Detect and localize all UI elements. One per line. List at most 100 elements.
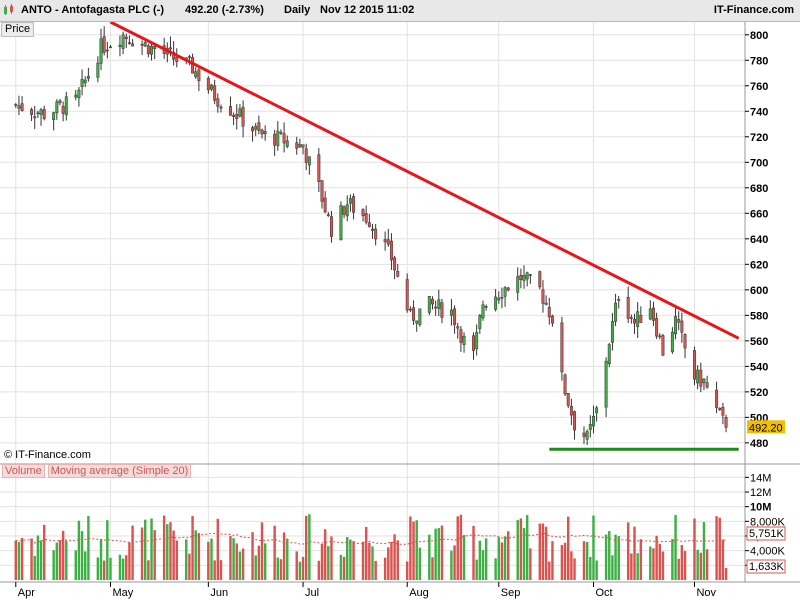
candle-body[interactable] (345, 204, 349, 217)
volume-bar[interactable] (437, 528, 441, 580)
candle-body[interactable] (58, 100, 62, 104)
candle-body[interactable] (83, 79, 87, 84)
volume-bar[interactable] (207, 541, 210, 580)
volume-bar[interactable] (525, 515, 529, 580)
volume-bar[interactable] (30, 538, 33, 580)
volume-bar[interactable] (260, 522, 264, 580)
volume-bar[interactable] (636, 553, 639, 580)
candle-body[interactable] (440, 302, 444, 318)
candle-body[interactable] (194, 71, 198, 78)
candle-body[interactable] (140, 44, 144, 46)
candle-body[interactable] (614, 302, 618, 322)
volume-bar[interactable] (74, 550, 77, 580)
candle-body[interactable] (538, 271, 542, 288)
volume-bar[interactable] (522, 528, 526, 580)
volume-bar[interactable] (106, 520, 109, 580)
volume-bar[interactable] (630, 553, 633, 580)
candle-body[interactable] (718, 407, 722, 410)
candle-body[interactable] (175, 56, 179, 62)
candle-body[interactable] (560, 322, 564, 373)
volume-bar[interactable] (459, 514, 463, 580)
candle-body[interactable] (610, 321, 614, 343)
candle-body[interactable] (20, 103, 24, 111)
candle-body[interactable] (364, 213, 368, 223)
candle-body[interactable] (661, 335, 665, 356)
volume-bar[interactable] (418, 547, 422, 580)
volume-bar[interactable] (503, 536, 507, 580)
volume-bar[interactable] (412, 521, 415, 580)
candle-body[interactable] (320, 180, 324, 202)
volume-bar[interactable] (529, 548, 532, 580)
candle-body[interactable] (639, 315, 643, 323)
candle-body[interactable] (131, 43, 135, 47)
volume-bar[interactable] (544, 526, 548, 580)
candle-body[interactable] (251, 127, 255, 132)
volume-bar[interactable] (263, 543, 267, 580)
volume-bar[interactable] (677, 558, 680, 580)
candle-body[interactable] (677, 319, 681, 323)
candle-body[interactable] (273, 133, 277, 146)
candle-body[interactable] (393, 257, 397, 271)
candle-body[interactable] (702, 378, 706, 384)
candle-body[interactable] (607, 344, 611, 365)
volume-bar[interactable] (58, 540, 62, 580)
volume-bar[interactable] (696, 549, 699, 580)
candle-body[interactable] (298, 144, 302, 148)
volume-bar[interactable] (497, 537, 500, 580)
candle-body[interactable] (383, 239, 387, 243)
volume-bar[interactable] (702, 522, 706, 580)
volume-bar[interactable] (52, 550, 55, 580)
volume-bar[interactable] (560, 544, 564, 580)
candle-body[interactable] (705, 382, 709, 388)
candle-body[interactable] (33, 116, 37, 119)
volume-bar[interactable] (595, 560, 598, 580)
candle-body[interactable] (437, 299, 441, 309)
volume-bar[interactable] (172, 530, 175, 580)
volume-bar[interactable] (516, 520, 519, 580)
volume-bar[interactable] (383, 557, 387, 580)
volume-bar[interactable] (238, 551, 242, 580)
candle-body[interactable] (604, 360, 608, 408)
candle-body[interactable] (187, 56, 191, 58)
volume-bar[interactable] (327, 546, 330, 580)
volume-bar[interactable] (428, 534, 431, 580)
candle-body[interactable] (721, 406, 725, 416)
candle-body[interactable] (39, 109, 43, 115)
volume-bar[interactable] (538, 523, 542, 580)
candle-body[interactable] (285, 140, 289, 147)
candle-body[interactable] (216, 98, 220, 107)
candle-body[interactable] (655, 318, 659, 337)
candle-body[interactable] (326, 214, 330, 216)
volume-bar[interactable] (589, 556, 592, 580)
candle-body[interactable] (724, 417, 728, 428)
candle-body[interactable] (109, 46, 112, 49)
volume-bar[interactable] (61, 530, 65, 580)
volume-bar[interactable] (197, 533, 201, 580)
price-panel-tab[interactable]: Price (1, 22, 35, 37)
candle-body[interactable] (418, 308, 422, 325)
candle-body[interactable] (696, 369, 700, 384)
candle-body[interactable] (153, 46, 157, 50)
volume-bar[interactable] (17, 542, 21, 580)
volume-bar[interactable] (658, 543, 661, 580)
volume-bar[interactable] (374, 560, 377, 580)
volume-bar[interactable] (286, 538, 289, 580)
volume-bar[interactable] (450, 550, 453, 580)
candle-body[interactable] (169, 47, 172, 50)
candle-body[interactable] (282, 133, 286, 144)
candle-body[interactable] (462, 335, 466, 345)
candle-body[interactable] (636, 311, 640, 328)
candle-body[interactable] (494, 296, 498, 310)
volume-bar[interactable] (608, 531, 611, 580)
volume-bar[interactable] (213, 560, 216, 580)
volume-bar[interactable] (77, 520, 81, 580)
candle-body[interactable] (210, 84, 213, 90)
candle-body[interactable] (506, 287, 510, 291)
volume-bar[interactable] (143, 519, 147, 580)
volume-bar[interactable] (342, 556, 346, 580)
candle-body[interactable] (427, 295, 431, 313)
candle-body[interactable] (257, 122, 261, 131)
candle-body[interactable] (528, 274, 532, 276)
candle-body[interactable] (478, 315, 482, 329)
